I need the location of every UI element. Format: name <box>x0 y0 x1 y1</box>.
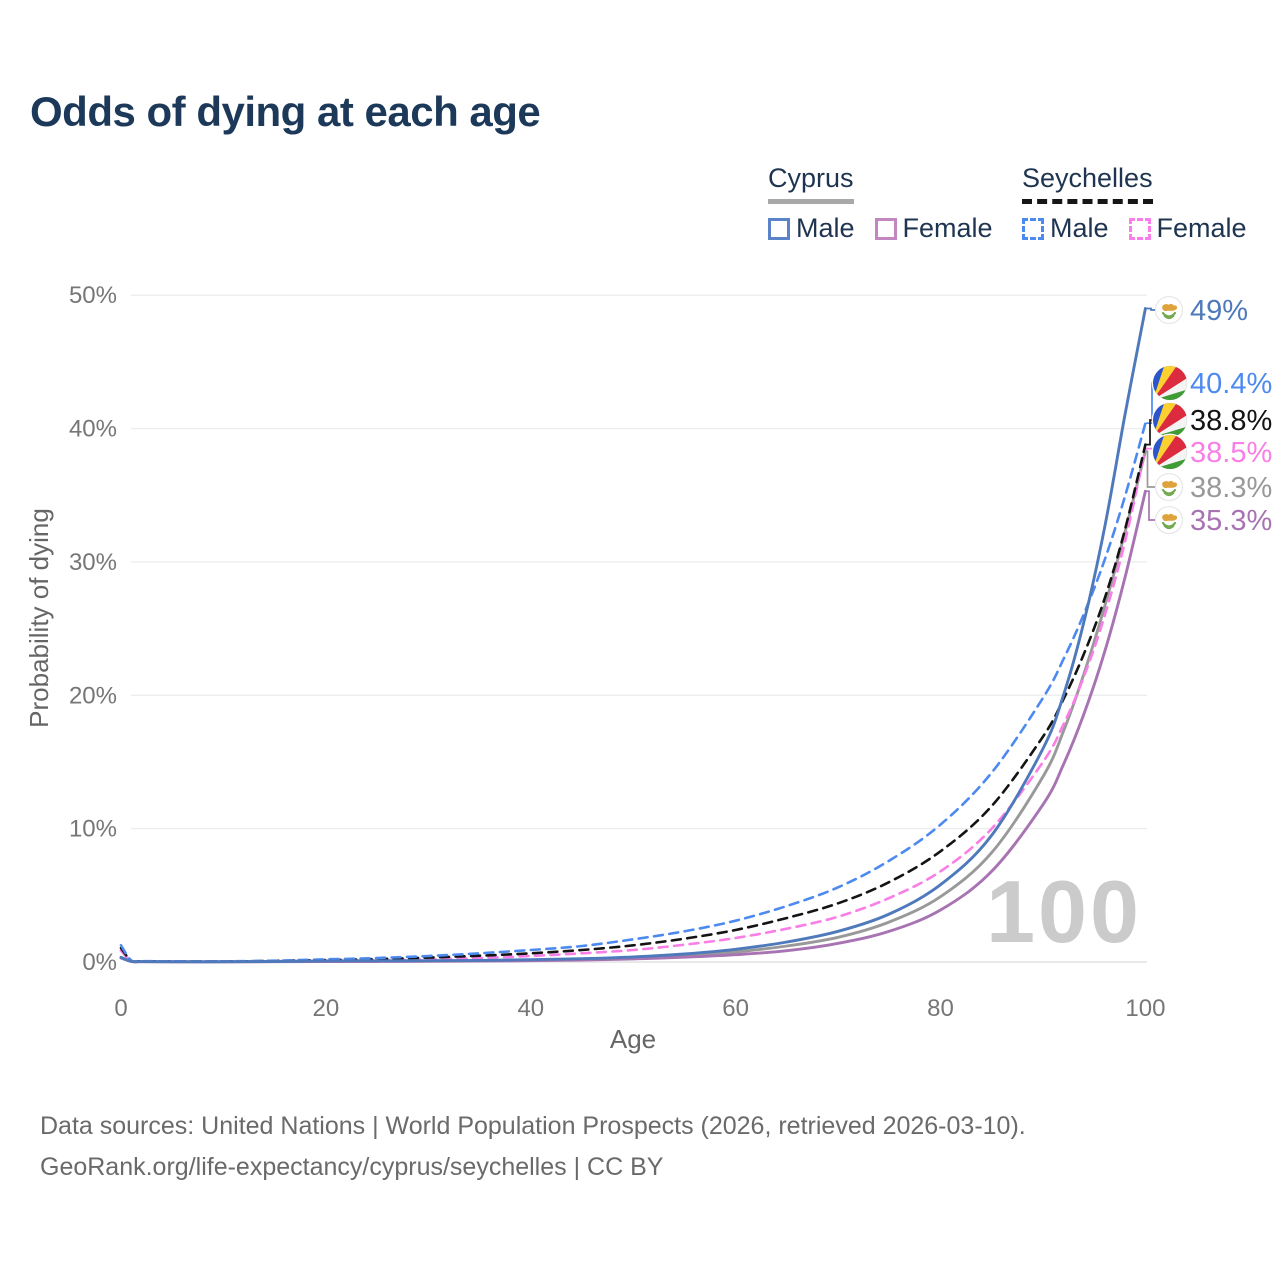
y-tick-label: 40% <box>69 416 117 443</box>
legend-label-seychelles-male: Male <box>1050 213 1109 243</box>
end-label-seychelles-male: 40.4% <box>1190 368 1272 400</box>
legend-group-cyprus: Cyprus Male Female <box>768 163 993 244</box>
x-tick-label: 80 <box>927 995 954 1022</box>
legend-group-seychelles: Seychelles Male Female <box>1022 163 1247 244</box>
end-label-cyprus-male: 49% <box>1190 295 1248 327</box>
footer-sources-line: Data sources: United Nations | World Pop… <box>40 1112 1026 1140</box>
end-label-connector-cyprus-both <box>1146 450 1156 488</box>
end-label-connector-cyprus-female <box>1146 490 1156 521</box>
legend-country-seychelles[interactable]: Seychelles <box>1022 163 1153 204</box>
seychelles-flag-icon <box>1151 401 1189 439</box>
series-line-seychelles-male[interactable] <box>119 421 1147 964</box>
legend-label-seychelles-female: Female <box>1156 213 1247 243</box>
seychelles-flag-icon <box>1151 364 1189 402</box>
end-label-seychelles-both: 38.8% <box>1190 405 1272 437</box>
y-axis-title: Probability of dying <box>24 508 54 728</box>
x-tick-label: 40 <box>517 995 544 1022</box>
seychelles-flag-icon <box>1151 433 1189 471</box>
legend-item-seychelles-male[interactable]: Male <box>1022 213 1109 244</box>
y-tick-label: 20% <box>69 682 117 709</box>
end-label-connector-cyprus-male <box>1146 307 1156 311</box>
y-tick-label: 30% <box>69 549 117 576</box>
cyprus-flag-icon <box>1154 472 1184 502</box>
seychelles-female-swatch-icon <box>1128 217 1151 240</box>
legend-item-seychelles-female[interactable]: Female <box>1128 213 1247 244</box>
page-title: Odds of dying at each age <box>30 88 541 135</box>
x-tick-label: 100 <box>1125 995 1165 1022</box>
legend-item-cyprus-female[interactable]: Female <box>874 213 993 244</box>
end-label-cyprus-both: 38.3% <box>1190 472 1272 504</box>
legend-row-seychelles: Male Female <box>1022 213 1247 244</box>
series-line-cyprus-male[interactable] <box>119 307 1147 964</box>
legend-item-cyprus-male[interactable]: Male <box>768 213 855 244</box>
legend-row-cyprus: Male Female <box>768 213 993 244</box>
x-tick-label: 60 <box>722 995 749 1022</box>
end-label-cyprus-female: 35.3% <box>1190 505 1272 537</box>
x-axis-title: Age <box>610 1024 656 1054</box>
y-tick-label: 0% <box>82 949 117 976</box>
legend-label-cyprus-male: Male <box>796 213 855 243</box>
cyprus-female-swatch-icon <box>874 217 897 240</box>
end-label-seychelles-female: 38.5% <box>1190 437 1272 469</box>
cyprus-male-swatch-icon <box>768 217 790 240</box>
watermark-age-indicator: 100 <box>986 862 1142 961</box>
cyprus-flag-icon <box>1154 295 1184 325</box>
legend-country-cyprus[interactable]: Cyprus <box>768 163 854 204</box>
y-tick-label: 10% <box>69 816 117 843</box>
legend-label-cyprus-female: Female <box>902 213 993 243</box>
x-tick-label: 0 <box>114 995 127 1022</box>
chart-legend: Cyprus Male Female Seychelles Male <box>0 163 1280 243</box>
data-source-footer: Data sources: United Nations | World Pop… <box>40 1106 1026 1188</box>
x-tick-label: 20 <box>313 995 340 1022</box>
cyprus-flag-icon <box>1154 505 1184 535</box>
footer-attribution-line: GeoRank.org/life-expectancy/cyprus/seych… <box>40 1153 664 1181</box>
seychelles-male-swatch-icon <box>1022 217 1044 240</box>
y-tick-label: 50% <box>69 282 117 309</box>
